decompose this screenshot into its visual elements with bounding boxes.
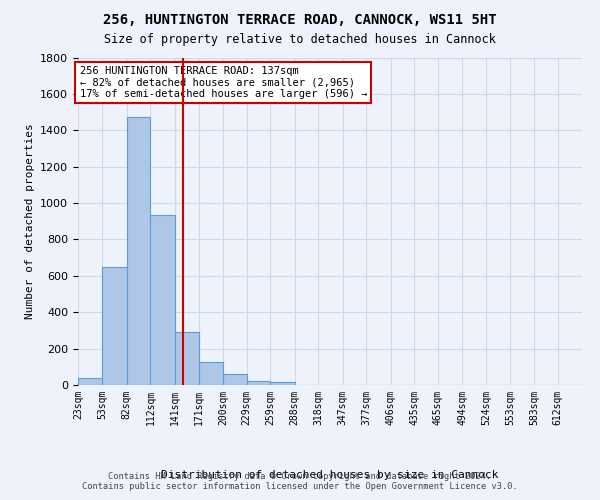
Bar [270,382,295,385]
Y-axis label: Number of detached properties: Number of detached properties [25,124,35,319]
Bar [175,332,199,385]
Bar [151,215,175,385]
Bar [103,266,127,385]
Bar [199,362,223,385]
Bar [223,374,247,385]
Text: 256 HUNTINGTON TERRACE ROAD: 137sqm
← 82% of detached houses are smaller (2,965): 256 HUNTINGTON TERRACE ROAD: 137sqm ← 82… [80,66,367,99]
X-axis label: Distribution of detached houses by size in Cannock: Distribution of detached houses by size … [161,470,499,480]
Text: 256, HUNTINGTON TERRACE ROAD, CANNOCK, WS11 5HT: 256, HUNTINGTON TERRACE ROAD, CANNOCK, W… [103,12,497,26]
Text: Size of property relative to detached houses in Cannock: Size of property relative to detached ho… [104,32,496,46]
Bar [78,378,103,385]
Bar [247,381,270,385]
Bar [127,116,151,385]
Text: Contains HM Land Registry data © Crown copyright and database right 2024.
Contai: Contains HM Land Registry data © Crown c… [82,472,518,491]
